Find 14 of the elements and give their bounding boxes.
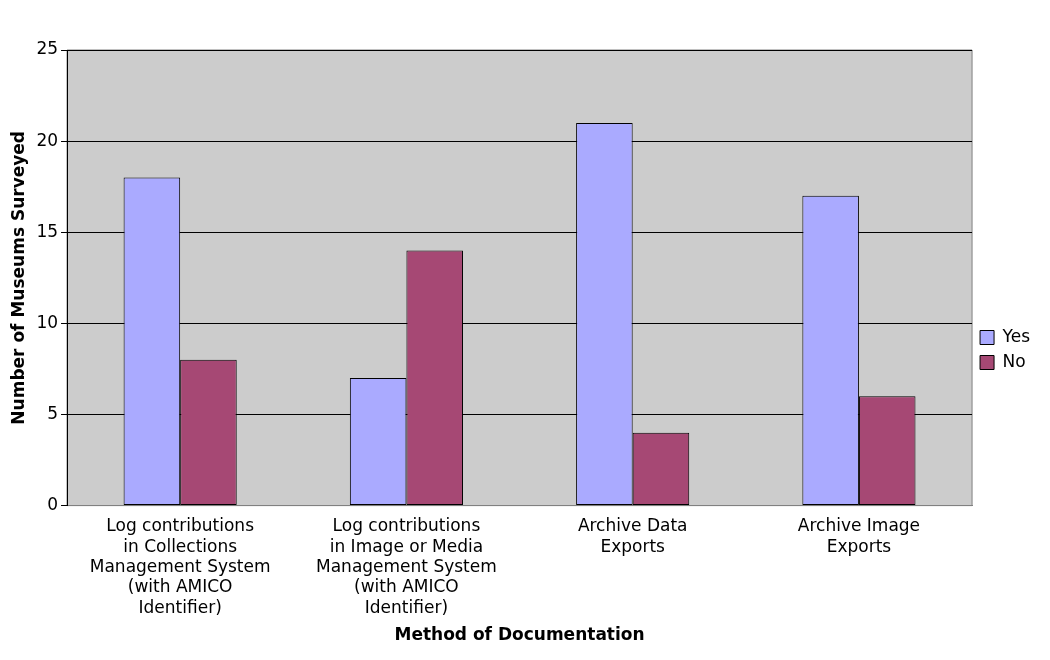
y-tick-label: 10 — [36, 311, 59, 332]
y-tick-label: 15 — [36, 220, 59, 241]
y-tick-label: 5 — [47, 402, 59, 423]
x-axis-title: Method of Documentation — [394, 624, 645, 645]
y-axis-title: Number of Museums Surveyed — [7, 130, 28, 425]
y-tick-label: 25 — [36, 38, 59, 59]
legend-label: Yes — [1001, 325, 1031, 346]
legend-label: No — [1002, 350, 1026, 371]
x-tick-label: Log contributions in Collections Management System (with AMICO Identifier) — [89, 515, 271, 617]
x-tick-label: Archive Image Exports — [797, 515, 921, 556]
y-tick-label: 0 — [47, 494, 59, 515]
y-tick-label: 20 — [36, 129, 59, 150]
x-tick-label: Log contributions in Image or Media Management System (with AMICO Identifier) — [316, 515, 497, 617]
x-tick-label: Archive Data Exports — [577, 515, 688, 556]
